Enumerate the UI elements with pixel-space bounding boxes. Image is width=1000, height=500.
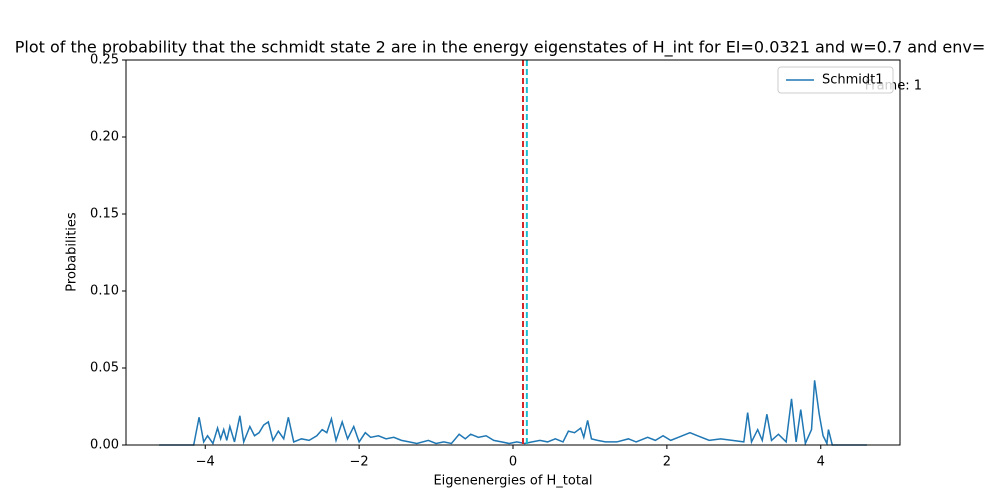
y-tick-label: 0.15 [90,207,119,222]
y-tick-label: 0.10 [90,284,119,299]
data-line [159,380,867,447]
x-tick-label: −2 [350,455,369,470]
y-tick-label: 0.20 [90,130,119,145]
legend-label: Schmidt1 [822,73,884,88]
plot-frame [125,59,901,446]
y-tick-label: 0.25 [90,53,119,68]
x-tick-label: 0 [509,455,517,470]
chart-title: Plot of the probability that the schmidt… [15,38,986,58]
x-tick-label: 4 [817,455,825,470]
x-tick-label: −4 [196,455,215,470]
y-axis-label: Probabilities [65,212,80,292]
y-tick-label: 0.00 [90,438,119,453]
x-tick-label: 2 [663,455,671,470]
y-tick-label: 0.05 [90,361,119,376]
x-axis-label: Eigenenergies of H_total [433,474,592,489]
legend-box [777,66,894,94]
